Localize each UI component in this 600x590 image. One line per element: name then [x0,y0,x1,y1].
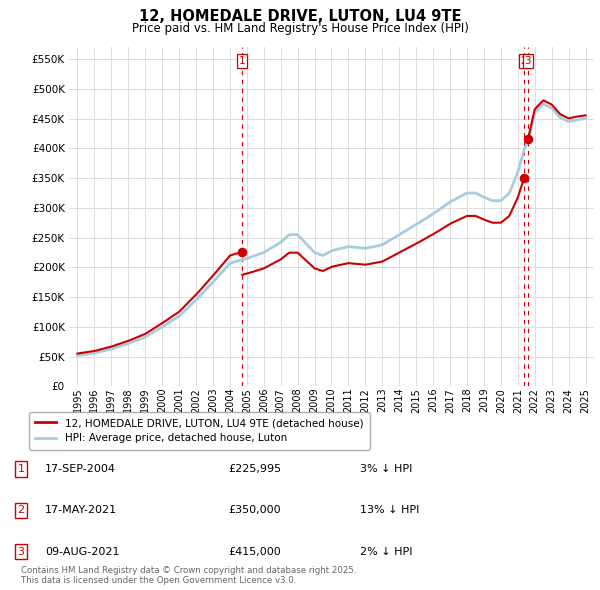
Text: £415,000: £415,000 [228,547,281,556]
Text: 2% ↓ HPI: 2% ↓ HPI [360,547,413,556]
Text: 09-AUG-2021: 09-AUG-2021 [45,547,119,556]
Text: Contains HM Land Registry data © Crown copyright and database right 2025.
This d: Contains HM Land Registry data © Crown c… [21,566,356,585]
Point [237,247,247,257]
Text: 1: 1 [17,464,25,474]
Text: 2: 2 [17,506,25,515]
Text: 13% ↓ HPI: 13% ↓ HPI [360,506,419,515]
Text: 17-SEP-2004: 17-SEP-2004 [45,464,116,474]
Text: Price paid vs. HM Land Registry's House Price Index (HPI): Price paid vs. HM Land Registry's House … [131,22,469,35]
Text: £350,000: £350,000 [228,506,281,515]
Legend: 12, HOMEDALE DRIVE, LUTON, LU4 9TE (detached house), HPI: Average price, detache: 12, HOMEDALE DRIVE, LUTON, LU4 9TE (deta… [29,412,370,450]
Text: 12, HOMEDALE DRIVE, LUTON, LU4 9TE: 12, HOMEDALE DRIVE, LUTON, LU4 9TE [139,9,461,24]
Text: 3% ↓ HPI: 3% ↓ HPI [360,464,412,474]
Text: 3: 3 [524,55,531,65]
Text: 3: 3 [17,547,25,556]
Text: 2: 2 [521,55,527,65]
Point [519,173,529,183]
Point [523,135,533,144]
Text: 17-MAY-2021: 17-MAY-2021 [45,506,117,515]
Text: 1: 1 [239,55,245,65]
Text: £225,995: £225,995 [228,464,281,474]
